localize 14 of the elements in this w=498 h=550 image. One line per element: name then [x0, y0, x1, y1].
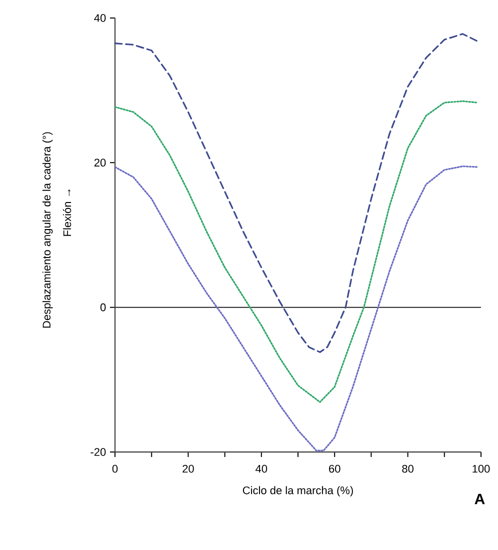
y-axis-title: Desplazamiento angular de la cadera (°) — [42, 132, 53, 328]
y-tick-label: -20 — [90, 448, 106, 456]
y-tick-label: 20 — [94, 158, 106, 167]
x-tick-label: 60 — [329, 464, 340, 473]
x-tick-label: 20 — [182, 464, 194, 473]
x-tick-label: 80 — [402, 464, 414, 473]
x-tick-label: 100 — [472, 464, 490, 473]
text: A — [474, 494, 485, 504]
x-tick-label: 0 — [112, 464, 118, 473]
y-tick-label: 0 — [100, 303, 106, 312]
x-tick-label: 40 — [256, 464, 268, 473]
x-axis-title: Ciclo de la marcha (%) — [242, 486, 353, 496]
text: Flexión → — [62, 190, 72, 236]
y-tick-label: 40 — [94, 14, 106, 22]
